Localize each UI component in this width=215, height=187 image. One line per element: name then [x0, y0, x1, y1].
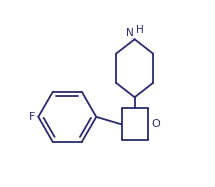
- Text: O: O: [151, 119, 160, 129]
- Text: N: N: [126, 28, 134, 38]
- Text: F: F: [29, 112, 35, 122]
- Text: H: H: [137, 25, 144, 35]
